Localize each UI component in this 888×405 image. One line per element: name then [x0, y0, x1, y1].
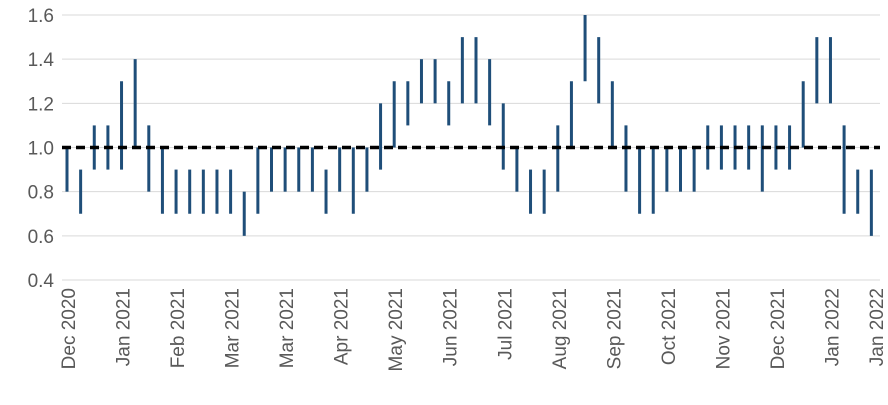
- x-tick-label: Dec 2021: [768, 288, 789, 369]
- y-tick-label: 1.6: [28, 6, 54, 27]
- range-bars: [65, 15, 873, 236]
- x-tick-label: Jan 2022: [867, 288, 888, 366]
- x-tick-label: Jan 2022: [822, 288, 843, 366]
- y-tick-label: 1.0: [28, 139, 54, 160]
- x-tick-label: Nov 2021: [713, 288, 734, 369]
- y-tick-label: 0.6: [28, 227, 54, 248]
- x-tick-label: Aug 2021: [550, 288, 571, 369]
- x-tick-label: Oct 2021: [659, 288, 680, 365]
- x-tick-label: Dec 2020: [59, 288, 80, 369]
- x-tick-label: Mar 2021: [223, 288, 244, 368]
- y-tick-label: 1.4: [28, 50, 55, 71]
- x-tick-label: Jun 2021: [441, 288, 462, 366]
- x-tick-label: Apr 2021: [332, 288, 353, 365]
- x-tick-label: Sep 2021: [604, 288, 625, 369]
- x-tick-label: Jan 2021: [114, 288, 135, 366]
- x-tick-label: Mar 2021: [277, 288, 298, 368]
- gridlines: [62, 14, 880, 237]
- y-tick-label: 0.8: [28, 183, 54, 204]
- x-tick-label: Feb 2021: [168, 288, 189, 368]
- y-tick-label: 1.2: [28, 94, 54, 115]
- y-axis-tick-labels: 0.4 0.6 0.8 1.0 1.2 1.4 1.6: [28, 6, 55, 292]
- x-tick-label: May 2021: [386, 288, 407, 371]
- y-tick-label: 0.4: [28, 271, 55, 292]
- x-axis-tick-labels: Dec 2020 Jan 2021 Feb 2021 Mar 2021 Mar 2021…: [59, 288, 888, 371]
- x-tick-label: Jul 2021: [495, 288, 516, 360]
